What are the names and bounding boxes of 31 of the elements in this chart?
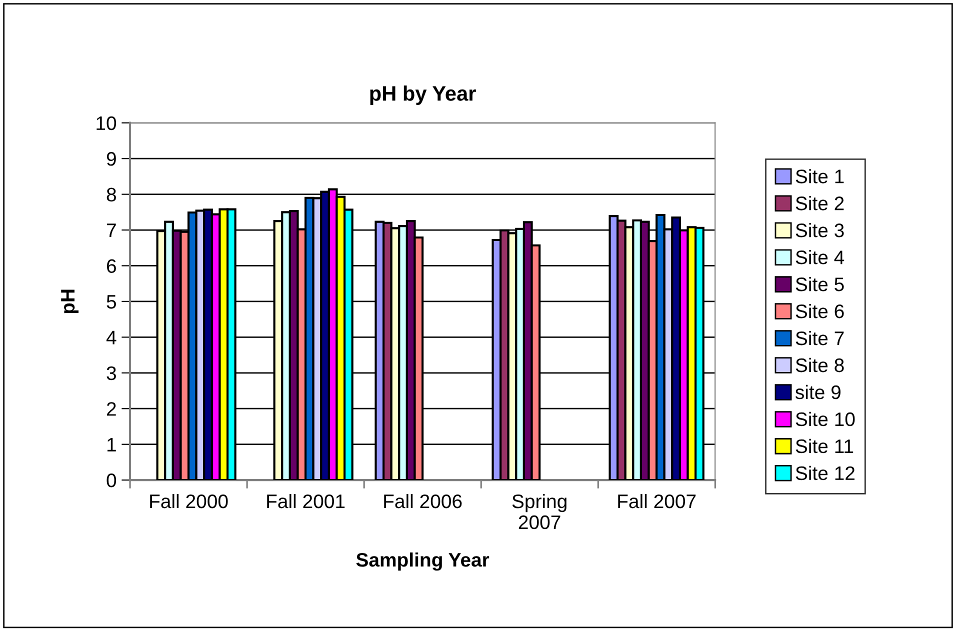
chart-title: pH by Year [370, 86, 476, 105]
legend-label: Site 12 [796, 466, 854, 480]
y-axis-title: pH [61, 290, 79, 314]
x-axis-title: Sampling Year [356, 552, 490, 571]
y-tick-label: 5 [106, 295, 116, 309]
y-tick-label: 10 [96, 116, 116, 130]
x-tick-label: Fall 2001 [267, 494, 345, 508]
x-tick-label: Fall 2000 [150, 494, 228, 508]
x-tick-label: Fall 2006 [384, 494, 462, 508]
legend-label: site 9 [795, 384, 840, 400]
y-tick-label: 0 [106, 474, 116, 488]
y-tick-label: 2 [106, 402, 116, 416]
legend-label: Site 8 [796, 358, 844, 372]
y-tick-label: 4 [106, 330, 116, 344]
legend-label: Site 3 [796, 223, 844, 238]
y-tick-label: 1 [107, 438, 116, 452]
y-tick-label: 6 [106, 259, 116, 273]
y-tick-label: 3 [106, 366, 116, 380]
legend-label: Site 7 [796, 330, 844, 346]
legend-label: Site 6 [796, 304, 844, 318]
x-tick-label: Spring 2007 [512, 494, 566, 530]
legend-label: Site 11 [796, 438, 854, 454]
x-tick-label: Fall 2007 [618, 494, 696, 508]
legend-label: Site 4 [796, 250, 844, 264]
legend-label: Site 2 [796, 196, 844, 210]
y-tick-label: 8 [106, 188, 116, 202]
legend-label: Site 10 [796, 412, 855, 426]
y-tick-label: 9 [106, 152, 116, 166]
y-tick-label: 7 [107, 224, 116, 238]
legend-label: Site 1 [796, 169, 844, 184]
legend-label: Site 5 [796, 276, 844, 292]
